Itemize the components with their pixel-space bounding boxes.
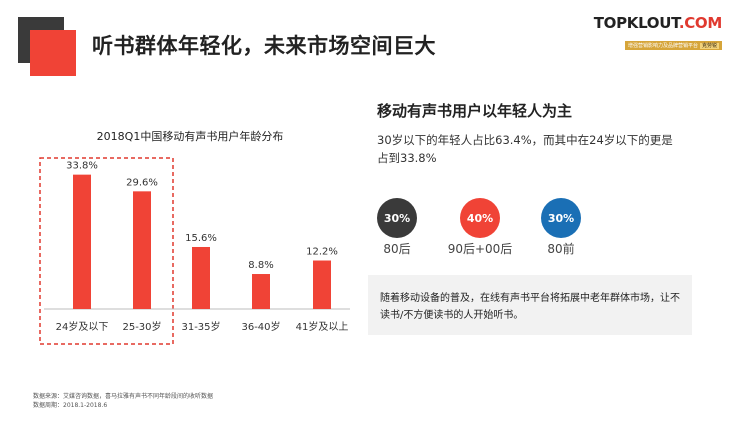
logo-tagline: 增强营销影响力及品牌营销平台 克劳锐	[624, 41, 722, 50]
generation-circle-90s-00s: 40%	[460, 198, 500, 238]
bar-value-label-1: 29.6%	[126, 177, 158, 188]
note-text: 随着移动设备的普及，在线有声书平台将拓展中老年群体市场，让不读书/不方便读书的人…	[380, 293, 680, 321]
generation-label-pre-80s: 80前	[547, 242, 575, 256]
bar-1	[133, 191, 151, 309]
x-tick-label-1: 25-30岁	[122, 320, 161, 333]
highlight-dashed-box	[39, 157, 174, 345]
logo-tagline-text: 增强营销影响力及品牌营销平台	[627, 43, 698, 49]
bar-4	[313, 260, 331, 309]
bar-0	[73, 174, 91, 309]
data-source-line: 数据来源：艾媒咨询数据，喜马拉雅有声书不同年龄段间的收听数据	[33, 393, 214, 400]
x-tick-label-4: 41岁及以上	[296, 320, 349, 333]
generation-label-80s: 80后	[383, 242, 411, 256]
page-title: 听书群体年轻化，未来市场空间巨大	[92, 34, 436, 58]
generation-label-90s-00s: 90后+00后	[447, 242, 513, 256]
bar-3	[252, 274, 270, 309]
header-decor-red-square	[30, 30, 76, 76]
bar-value-label-3: 8.8%	[248, 260, 273, 271]
bar-value-label-2: 15.6%	[185, 233, 217, 244]
right-panel-heading: 移动有声书用户以年轻人为主	[377, 102, 573, 120]
logo-tagline-cn: 克劳锐	[699, 43, 719, 49]
x-tick-label-3: 36-40岁	[241, 320, 280, 333]
x-tick-label-2: 31-35岁	[181, 320, 220, 333]
logo-brand-accent: .COM	[678, 14, 722, 32]
logo-brand-text: TOPKLOUT	[593, 14, 679, 32]
bar-value-label-4: 12.2%	[306, 247, 338, 258]
brand-logo: TOPKLOUT.COM 增强营销影响力及品牌营销平台 克劳锐	[594, 14, 722, 51]
bar-2	[192, 246, 210, 309]
x-tick-label-0: 24岁及以下	[56, 320, 109, 333]
bar-value-label-0: 33.8%	[66, 161, 98, 172]
chart-title: 2018Q1中国移动有声书用户年龄分布	[96, 130, 284, 143]
right-panel-description: 30岁以下的年轻人占比63.4%，而其中在24岁以下的更是占到33.8%	[377, 133, 673, 165]
generation-circle-pre-80s: 30%	[541, 198, 581, 238]
generation-circle-80s: 30%	[377, 198, 417, 238]
data-source-note: 数据来源：艾媒咨询数据，喜马拉雅有声书不同年龄段间的收听数据 数据周期：2018…	[33, 392, 213, 410]
note-box	[368, 275, 692, 335]
data-period-line: 数据周期：2018.1-2018.6	[33, 402, 108, 409]
